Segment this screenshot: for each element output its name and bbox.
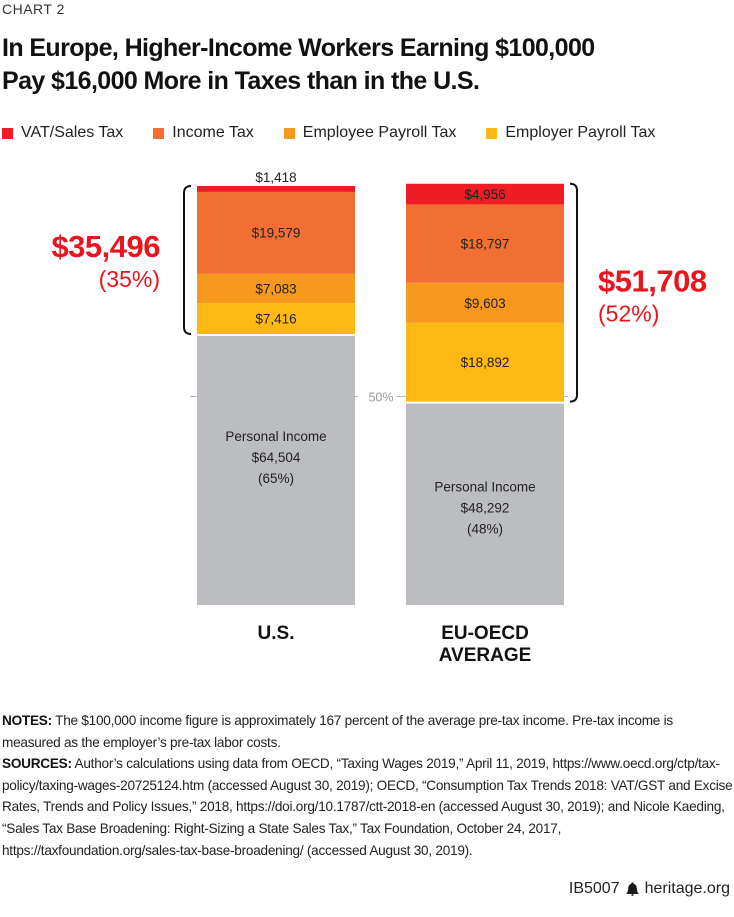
- bracket-eu: [569, 182, 578, 403]
- tax-pct-us: (35%): [99, 266, 160, 292]
- bar-segment-vat-us: [197, 186, 355, 192]
- sources-label: SOURCES:: [2, 756, 72, 772]
- personal-income-pct-us: (65%): [258, 471, 294, 486]
- chart-title-line-2: Pay $16,000 More in Taxes than in the U.…: [2, 67, 480, 95]
- chart-title-line-1: In Europe, Higher-Income Workers Earning…: [2, 34, 595, 62]
- segment-label-employer-payroll-eu: $18,892: [461, 355, 510, 370]
- segment-label-employee-payroll-us: $7,083: [255, 281, 296, 296]
- liberty-bell-icon: [626, 882, 639, 896]
- category-label-eu-line-1: EU-OECD: [441, 623, 529, 644]
- personal-income-caption-eu: Personal Income: [434, 480, 535, 495]
- bar-segment-personal-income-eu: [406, 403, 564, 605]
- notes-text: The $100,000 income figure is approximat…: [2, 713, 673, 750]
- legend-label-employer-payroll: Employer Payroll Tax: [505, 124, 656, 141]
- stacked-bar-chart: 50% Personal Income $64,504 (65%) $7,416 $7,0…: [51, 170, 707, 666]
- segment-label-employee-payroll-eu: $9,603: [464, 296, 505, 311]
- legend-swatch-employee-payroll: [283, 127, 295, 139]
- legend-swatch-vat: [2, 127, 13, 139]
- tax-pct-eu: (52%): [598, 301, 659, 327]
- legend-item-vat: VAT/Sales Tax: [2, 124, 123, 142]
- bar-segment-income-tax-us: [197, 191, 355, 274]
- segment-label-vat-eu: $4,956: [464, 187, 505, 202]
- personal-income-value-us: $64,504: [252, 450, 301, 465]
- notes-paragraph: NOTES: The $100,000 income figure is app…: [2, 710, 734, 753]
- personal-income-pct-eu: (48%): [467, 522, 503, 537]
- reference-line-label: 50%: [368, 391, 393, 405]
- legend-item-income-tax: Income Tax: [153, 124, 254, 142]
- segment-label-employer-payroll-us: $7,416: [255, 312, 296, 327]
- bar-segment-vat-eu: [406, 183, 564, 205]
- segment-label-income-tax-eu: $18,797: [461, 237, 510, 252]
- site-name: heritage.org: [644, 880, 730, 897]
- legend: VAT/Sales Tax Income Tax Employee Payrol…: [2, 124, 685, 142]
- personal-income-caption-us: Personal Income: [225, 429, 326, 444]
- legend-swatch-employer-payroll: [486, 127, 498, 139]
- legend-item-employer-payroll: Employer Payroll Tax: [486, 124, 655, 142]
- footer: IB5007 heritage.org: [569, 880, 730, 898]
- personal-income-value-eu: $48,292: [461, 501, 510, 516]
- tax-total-eu: $51,708: [598, 264, 707, 299]
- legend-swatch-income-tax: [153, 127, 165, 139]
- bar-segment-employee-payroll-us: [197, 273, 355, 304]
- bar-segment-employer-payroll-us: [197, 303, 355, 335]
- chart-label: CHART 2: [2, 1, 65, 17]
- tax-total-us: $35,496: [51, 229, 160, 264]
- legend-item-employee-payroll: Employee Payroll Tax: [283, 124, 457, 142]
- chart-title: In Europe, Higher-Income Workers Earning…: [2, 32, 732, 98]
- bar-segment-employer-payroll-eu: [406, 322, 564, 402]
- notes-label: NOTES:: [2, 713, 52, 728]
- category-label-eu-line-2: AVERAGE: [439, 645, 532, 666]
- legend-label-income-tax: Income Tax: [172, 124, 254, 141]
- sources-text: Author’s calculations using data from OE…: [2, 756, 733, 858]
- report-code: IB5007: [568, 880, 620, 897]
- notes-block: NOTES: The $100,000 income figure is app…: [2, 710, 734, 861]
- sources-paragraph: SOURCES: Author’s calculations using dat…: [2, 753, 734, 861]
- bar-segment-employee-payroll-eu: [406, 282, 564, 323]
- segment-label-vat-us: $1,418: [255, 170, 296, 185]
- bar-segment-personal-income-us: [197, 336, 355, 605]
- legend-label-employee-payroll: Employee Payroll Tax: [302, 124, 457, 141]
- segment-label-income-tax-us: $19,579: [252, 226, 301, 241]
- category-label-us-line-1: U.S.: [258, 623, 295, 644]
- bar-segment-income-tax-eu: [406, 204, 564, 283]
- legend-label-vat: VAT/Sales Tax: [21, 124, 124, 141]
- bracket-us: [183, 185, 192, 336]
